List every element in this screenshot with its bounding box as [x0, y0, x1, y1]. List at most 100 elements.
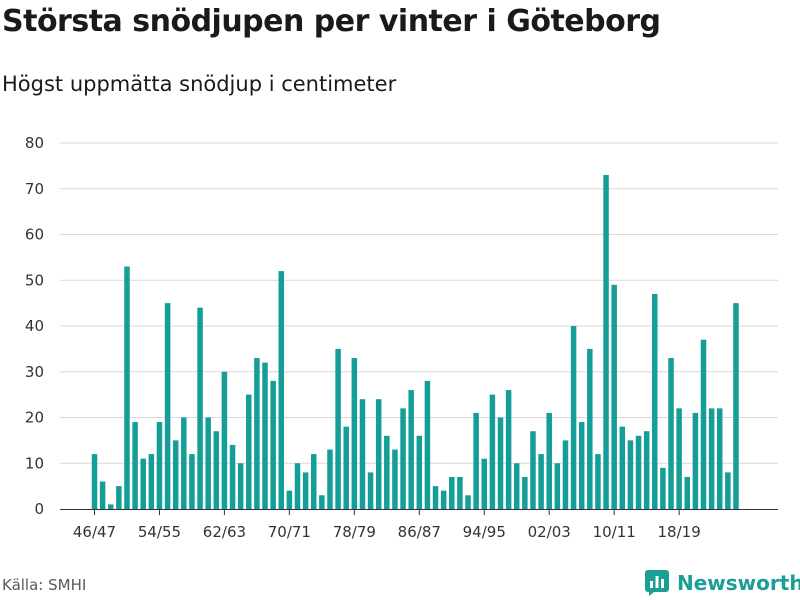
- y-tick-label: 60: [25, 226, 44, 244]
- bars: 46/47: 1247/48: 648/49: 149/50: 550/51: …: [91, 175, 739, 509]
- bar: 25/26: 45: [733, 303, 739, 509]
- bar: 47/48: 6: [99, 481, 106, 509]
- bar: 07/08: 35: [587, 348, 593, 509]
- bar: 86/87: 16: [416, 435, 423, 509]
- bar: 56/57: 15: [172, 440, 179, 509]
- y-tick-label: 30: [25, 363, 44, 381]
- y-tick-label: 20: [25, 409, 44, 427]
- bar: 68/69: 28: [270, 380, 276, 509]
- bar: 55/56: 45: [164, 303, 171, 509]
- bar: 83/84: 13: [392, 449, 398, 509]
- bar: 84/85: 22: [400, 408, 406, 509]
- bar: 60/61: 20: [205, 417, 211, 509]
- bar: 76/77: 35: [335, 348, 341, 509]
- x-axis: 46/47 54/55 62/63 70/71 78/79 86/87 94/95 02/03…: [60, 509, 778, 541]
- x-tick-label: 62/63: [203, 523, 246, 541]
- bar: 90/91: 7: [449, 476, 455, 509]
- newsworthy-logo-icon: [645, 570, 669, 596]
- bar: 78/79: 33: [351, 358, 358, 509]
- brand-logo: Newsworthy: [645, 568, 800, 598]
- bar: 75/76: 13: [327, 449, 333, 509]
- bar: 11/12: 18: [619, 426, 626, 509]
- bar: 08/09: 12: [595, 454, 601, 509]
- bar: 04/05: 15: [562, 440, 569, 509]
- y-tick-label: 0: [34, 500, 44, 518]
- bar: 46/47: 12: [91, 454, 98, 509]
- bar: 96/97: 20: [497, 417, 504, 509]
- bar: 54/55: 19: [156, 422, 163, 509]
- x-tick-label: 78/79: [333, 523, 376, 541]
- bar: 85/86: 26: [408, 390, 414, 509]
- bar: 71/72: 10: [294, 463, 301, 509]
- bar: 79/80: 24: [359, 399, 366, 509]
- bar: 22/23: 22: [708, 408, 715, 509]
- bar: 65/66: 25: [246, 394, 252, 509]
- bar: 88/89: 5: [432, 486, 439, 509]
- bar: 74/75: 3: [319, 495, 325, 509]
- bar: 14/15: 17: [643, 431, 650, 509]
- chart-subtitle: Högst uppmätta snödjup i centimeter: [2, 72, 397, 96]
- bar: 95/96: 25: [489, 394, 496, 509]
- bar: 10/11: 49: [611, 284, 617, 509]
- bar: 77/78: 18: [343, 426, 349, 509]
- bar: 64/65: 10: [237, 463, 244, 509]
- brand-name: Newsworthy: [677, 571, 800, 595]
- bar: 19/20: 7: [684, 476, 691, 509]
- gridlines: [60, 142, 778, 464]
- bar: 01/02: 12: [538, 454, 544, 509]
- x-tick-label: 94/95: [463, 523, 506, 541]
- bar: 70/71: 4: [286, 490, 293, 509]
- bar: 20/21: 21: [692, 412, 699, 509]
- bar: 12/13: 15: [627, 440, 634, 509]
- bar: 62/63: 30: [221, 371, 228, 509]
- bar: 94/95: 11: [481, 458, 488, 509]
- bar: 00/01: 17: [530, 431, 536, 509]
- bar: 92/93: 3: [465, 495, 471, 509]
- x-tick-label: 10/11: [593, 523, 636, 541]
- bar: 73/74: 12: [310, 454, 317, 509]
- bar: 16/17: 9: [660, 467, 666, 509]
- bar: 03/04: 10: [554, 463, 561, 509]
- x-tick-label: 02/03: [528, 523, 571, 541]
- bar: 23/24: 22: [716, 408, 723, 509]
- x-tick-label: 70/71: [268, 523, 311, 541]
- bar: 93/94: 21: [473, 412, 479, 509]
- bar: 63/64: 14: [229, 444, 236, 509]
- bar: 09/10: 73: [603, 175, 609, 509]
- bar: 51/52: 19: [132, 422, 138, 509]
- bar: 80/81: 8: [367, 472, 374, 509]
- bar: 21/22: 37: [700, 339, 707, 509]
- bar: 82/83: 16: [384, 435, 390, 509]
- bar: 98/99: 10: [513, 463, 520, 509]
- bar: 67/68: 32: [262, 362, 268, 509]
- bar: 59/60: 44: [197, 307, 203, 509]
- bar: 05/06: 40: [570, 326, 577, 509]
- y-tick-label: 80: [25, 134, 44, 152]
- bar: 49/50: 5: [116, 486, 122, 509]
- x-tick-label: 18/19: [658, 523, 701, 541]
- y-tick-label: 40: [25, 317, 44, 335]
- bar: 18/19: 22: [676, 408, 682, 509]
- bar: 02/03: 21: [546, 412, 552, 509]
- bar: 61/62: 17: [213, 431, 220, 509]
- bar: 13/14: 16: [635, 435, 642, 509]
- bar: 87/88: 28: [424, 380, 431, 509]
- bar: 53/54: 12: [148, 454, 155, 509]
- bar: 57/58: 20: [181, 417, 187, 509]
- chart-title: Största snödjupen per vinter i Göteborg: [2, 4, 661, 39]
- x-tick-label: 86/87: [398, 523, 441, 541]
- x-tick-label: 46/47: [73, 523, 116, 541]
- source-note: Källa: SMHI: [2, 576, 87, 594]
- bar: 72/73: 8: [302, 472, 309, 509]
- bar: 52/53: 11: [140, 458, 146, 509]
- bar: 58/59: 12: [189, 454, 195, 509]
- bar: 69/70: 52: [278, 271, 285, 509]
- bar: 06/07: 19: [578, 422, 585, 509]
- y-tick-label: 70: [25, 180, 44, 198]
- bar: 91/92: 7: [457, 476, 463, 509]
- y-axis-labels: 0 10 20 30 40 50 60 70 80: [25, 134, 44, 518]
- y-tick-label: 50: [25, 271, 44, 289]
- bar: 17/18: 33: [668, 358, 674, 509]
- bar: 50/51: 53: [124, 266, 130, 509]
